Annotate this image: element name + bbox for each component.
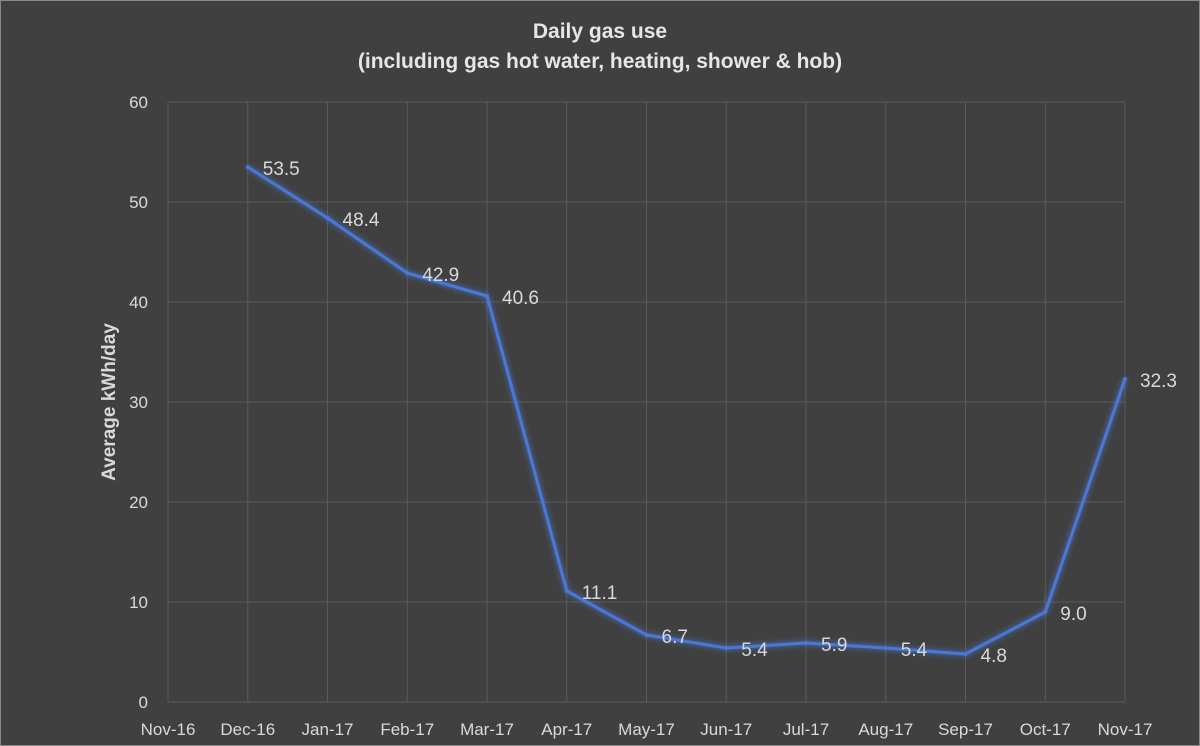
data-point: [245, 165, 250, 169]
data-point: [1043, 610, 1048, 614]
data-label: 5.9: [821, 635, 847, 656]
x-tick-label: Mar-17: [460, 720, 514, 739]
data-point: [963, 652, 968, 656]
y-tick-label: 40: [129, 293, 148, 312]
data-label: 40.6: [502, 288, 539, 309]
x-tick-label: Oct-17: [1020, 720, 1071, 739]
data-point: [883, 646, 888, 650]
chart-subtitle: (including gas hot water, heating, showe…: [357, 50, 843, 73]
series: [245, 165, 1127, 656]
x-tick-label: Nov-16: [141, 720, 196, 739]
x-tick-label: Jan-17: [302, 720, 354, 739]
y-tick-label: 0: [139, 693, 148, 712]
data-label: 32.3: [1140, 371, 1177, 392]
data-label: 4.8: [981, 646, 1007, 667]
data-label: 5.4: [741, 640, 768, 661]
x-tick-label: Jul-17: [783, 720, 829, 739]
x-axis-ticks: Nov-16 Dec-16 Jan-17 Feb-17 Mar-17 Apr-17 May-…: [141, 720, 1153, 739]
data-point: [724, 646, 729, 650]
y-tick-label: 30: [129, 393, 148, 412]
y-axis-ticks: 0 10 20 30 40 50 60: [129, 93, 148, 712]
series-line: [246, 165, 1127, 656]
data-point: [564, 589, 569, 593]
gridlines: [167, 101, 1126, 703]
x-tick-label: May-17: [618, 720, 675, 739]
data-label: 42.9: [422, 265, 459, 286]
data-label: 6.7: [662, 627, 688, 648]
y-tick-label: 60: [129, 93, 148, 112]
x-tick-label: Nov-17: [1098, 720, 1153, 739]
x-tick-label: Apr-17: [541, 720, 592, 739]
chart-title: Daily gas use: [532, 20, 668, 43]
x-tick-label: Jun-17: [700, 720, 752, 739]
data-point: [804, 641, 808, 645]
y-tick-label: 50: [129, 193, 148, 212]
y-tick-label: 10: [129, 593, 148, 612]
y-tick-label: 20: [129, 493, 148, 512]
data-label: 48.4: [343, 210, 380, 231]
x-tick-label: Dec-16: [220, 720, 275, 739]
data-label: 53.5: [263, 159, 300, 180]
data-point: [405, 271, 410, 275]
x-tick-label: Aug-17: [858, 720, 913, 739]
data-point: [485, 294, 489, 298]
data-label: 9.0: [1060, 604, 1086, 625]
data-label: 5.4: [901, 640, 928, 661]
data-point: [325, 216, 330, 220]
data-label: 11.1: [582, 583, 618, 604]
x-tick-label: Feb-17: [380, 720, 434, 739]
data-labels: 53.5 48.4 42.9 40.6 11.1 6.7 5.4 5.9 5.4 4.8 9.0 32…: [263, 159, 1177, 667]
x-tick-label: Sep-17: [938, 720, 993, 739]
data-point: [1123, 377, 1127, 381]
data-point: [644, 633, 649, 637]
